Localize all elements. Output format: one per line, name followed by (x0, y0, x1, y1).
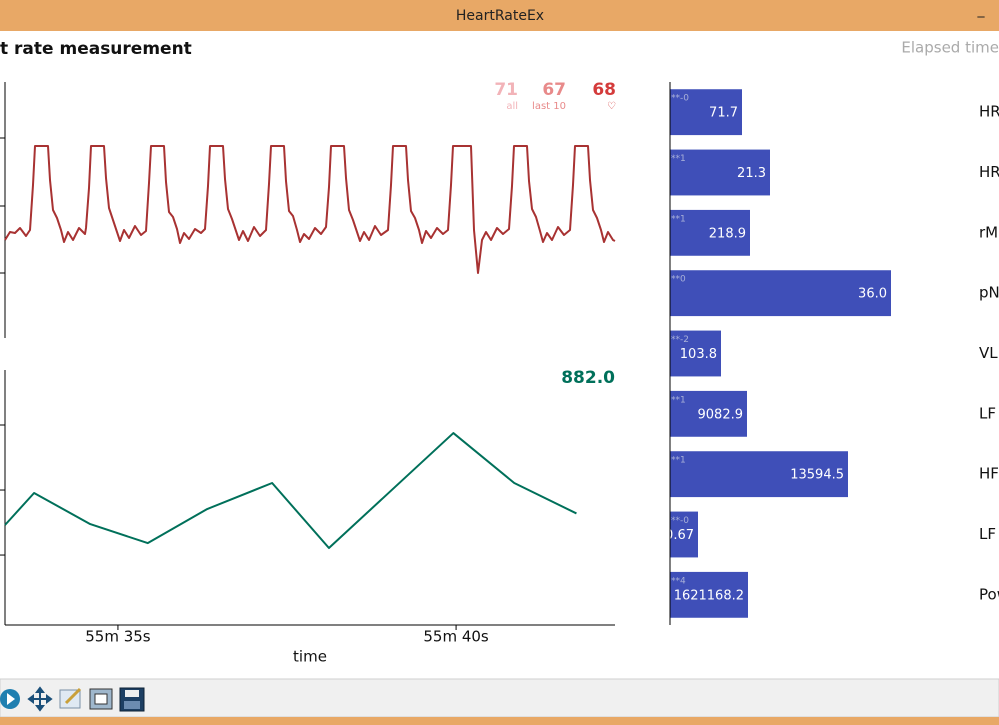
bar-note: **4 (671, 576, 686, 586)
bar-note: **-0 (671, 516, 689, 526)
bar-note: **-2 (671, 335, 689, 345)
bar (670, 390, 747, 437)
toolbar-buttons (0, 686, 145, 712)
minimize-button[interactable]: _ (977, 2, 986, 18)
bar-note: **1 (671, 456, 686, 466)
category-label: VL (979, 344, 998, 362)
bar-value-label: 21.3 (737, 166, 766, 181)
bar-value-label: 0.67 (665, 528, 694, 543)
x-axis-label: time (293, 648, 327, 666)
bar (670, 149, 770, 196)
stat-label: all (506, 101, 518, 112)
bar-value-label: 71.7 (709, 106, 738, 121)
x-tick-label: 55m 35s (85, 628, 151, 646)
category-label: LF (979, 525, 996, 543)
bar (670, 451, 848, 498)
window-border (0, 717, 999, 725)
toolbar (0, 678, 999, 718)
bar-value-label: 218.9 (709, 226, 746, 241)
content (0, 31, 999, 679)
bar-note: **0 (671, 275, 686, 285)
bar-value-label: 103.8 (680, 347, 717, 362)
category-label: HR (979, 163, 999, 181)
stat-value: 71 (494, 80, 518, 100)
bar-note: **-0 (671, 94, 689, 104)
bar (670, 89, 742, 136)
bar-note: **1 (671, 395, 686, 405)
category-label: pN (979, 284, 999, 302)
forward-button[interactable] (0, 689, 20, 709)
bar (670, 209, 750, 256)
configure-button[interactable] (89, 688, 113, 710)
bar-note: **1 (671, 154, 686, 164)
category-label: HF (979, 465, 999, 483)
title-bar (0, 0, 999, 31)
bar-value-label: 1621168.2 (674, 588, 744, 603)
window-title: HeartRateEx (456, 8, 544, 24)
stat-value: 67 (542, 80, 566, 100)
category-label: HR (979, 103, 999, 121)
current-value: 882.0 (561, 368, 615, 388)
bar (670, 270, 891, 317)
edit-button[interactable] (59, 687, 82, 709)
category-label: LF (979, 404, 996, 422)
bar-value-label: 13594.5 (790, 468, 844, 483)
bar-value-label: 9082.9 (698, 407, 744, 422)
bar (670, 511, 698, 558)
stat-value: 68 (592, 80, 616, 100)
bar-note: **1 (671, 214, 686, 224)
bar (670, 330, 721, 377)
bar (670, 571, 748, 618)
elapsed-time: Elapsed time (901, 39, 999, 57)
category-label: Pow (979, 585, 999, 603)
page-title: t rate measurement (0, 39, 192, 59)
series-line (4, 145, 616, 274)
stat-label: last 10 (532, 101, 566, 112)
bar-value-label: 36.0 (858, 287, 887, 302)
category-label: rM (979, 223, 998, 241)
series-line (4, 432, 577, 550)
stat-label: ♡ (607, 101, 616, 112)
save-button[interactable] (119, 687, 145, 712)
x-tick-label: 55m 40s (423, 628, 489, 646)
pan-button[interactable] (27, 686, 53, 712)
